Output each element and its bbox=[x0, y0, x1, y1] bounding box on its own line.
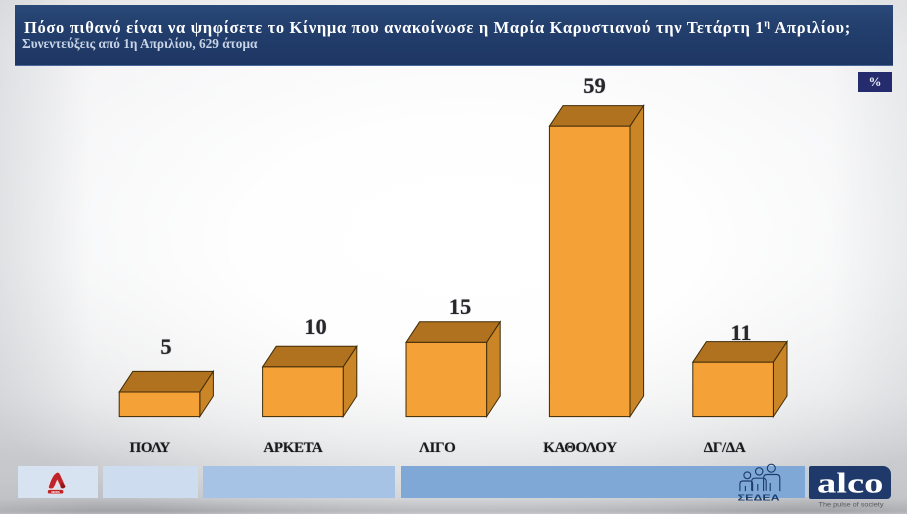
svg-text:NEWS: NEWS bbox=[51, 490, 60, 494]
svg-text:ΣΕΔΕΑ: ΣΕΔΕΑ bbox=[738, 493, 780, 503]
svg-text:The pulse of society: The pulse of society bbox=[819, 502, 885, 509]
svg-text:alco: alco bbox=[817, 468, 884, 499]
